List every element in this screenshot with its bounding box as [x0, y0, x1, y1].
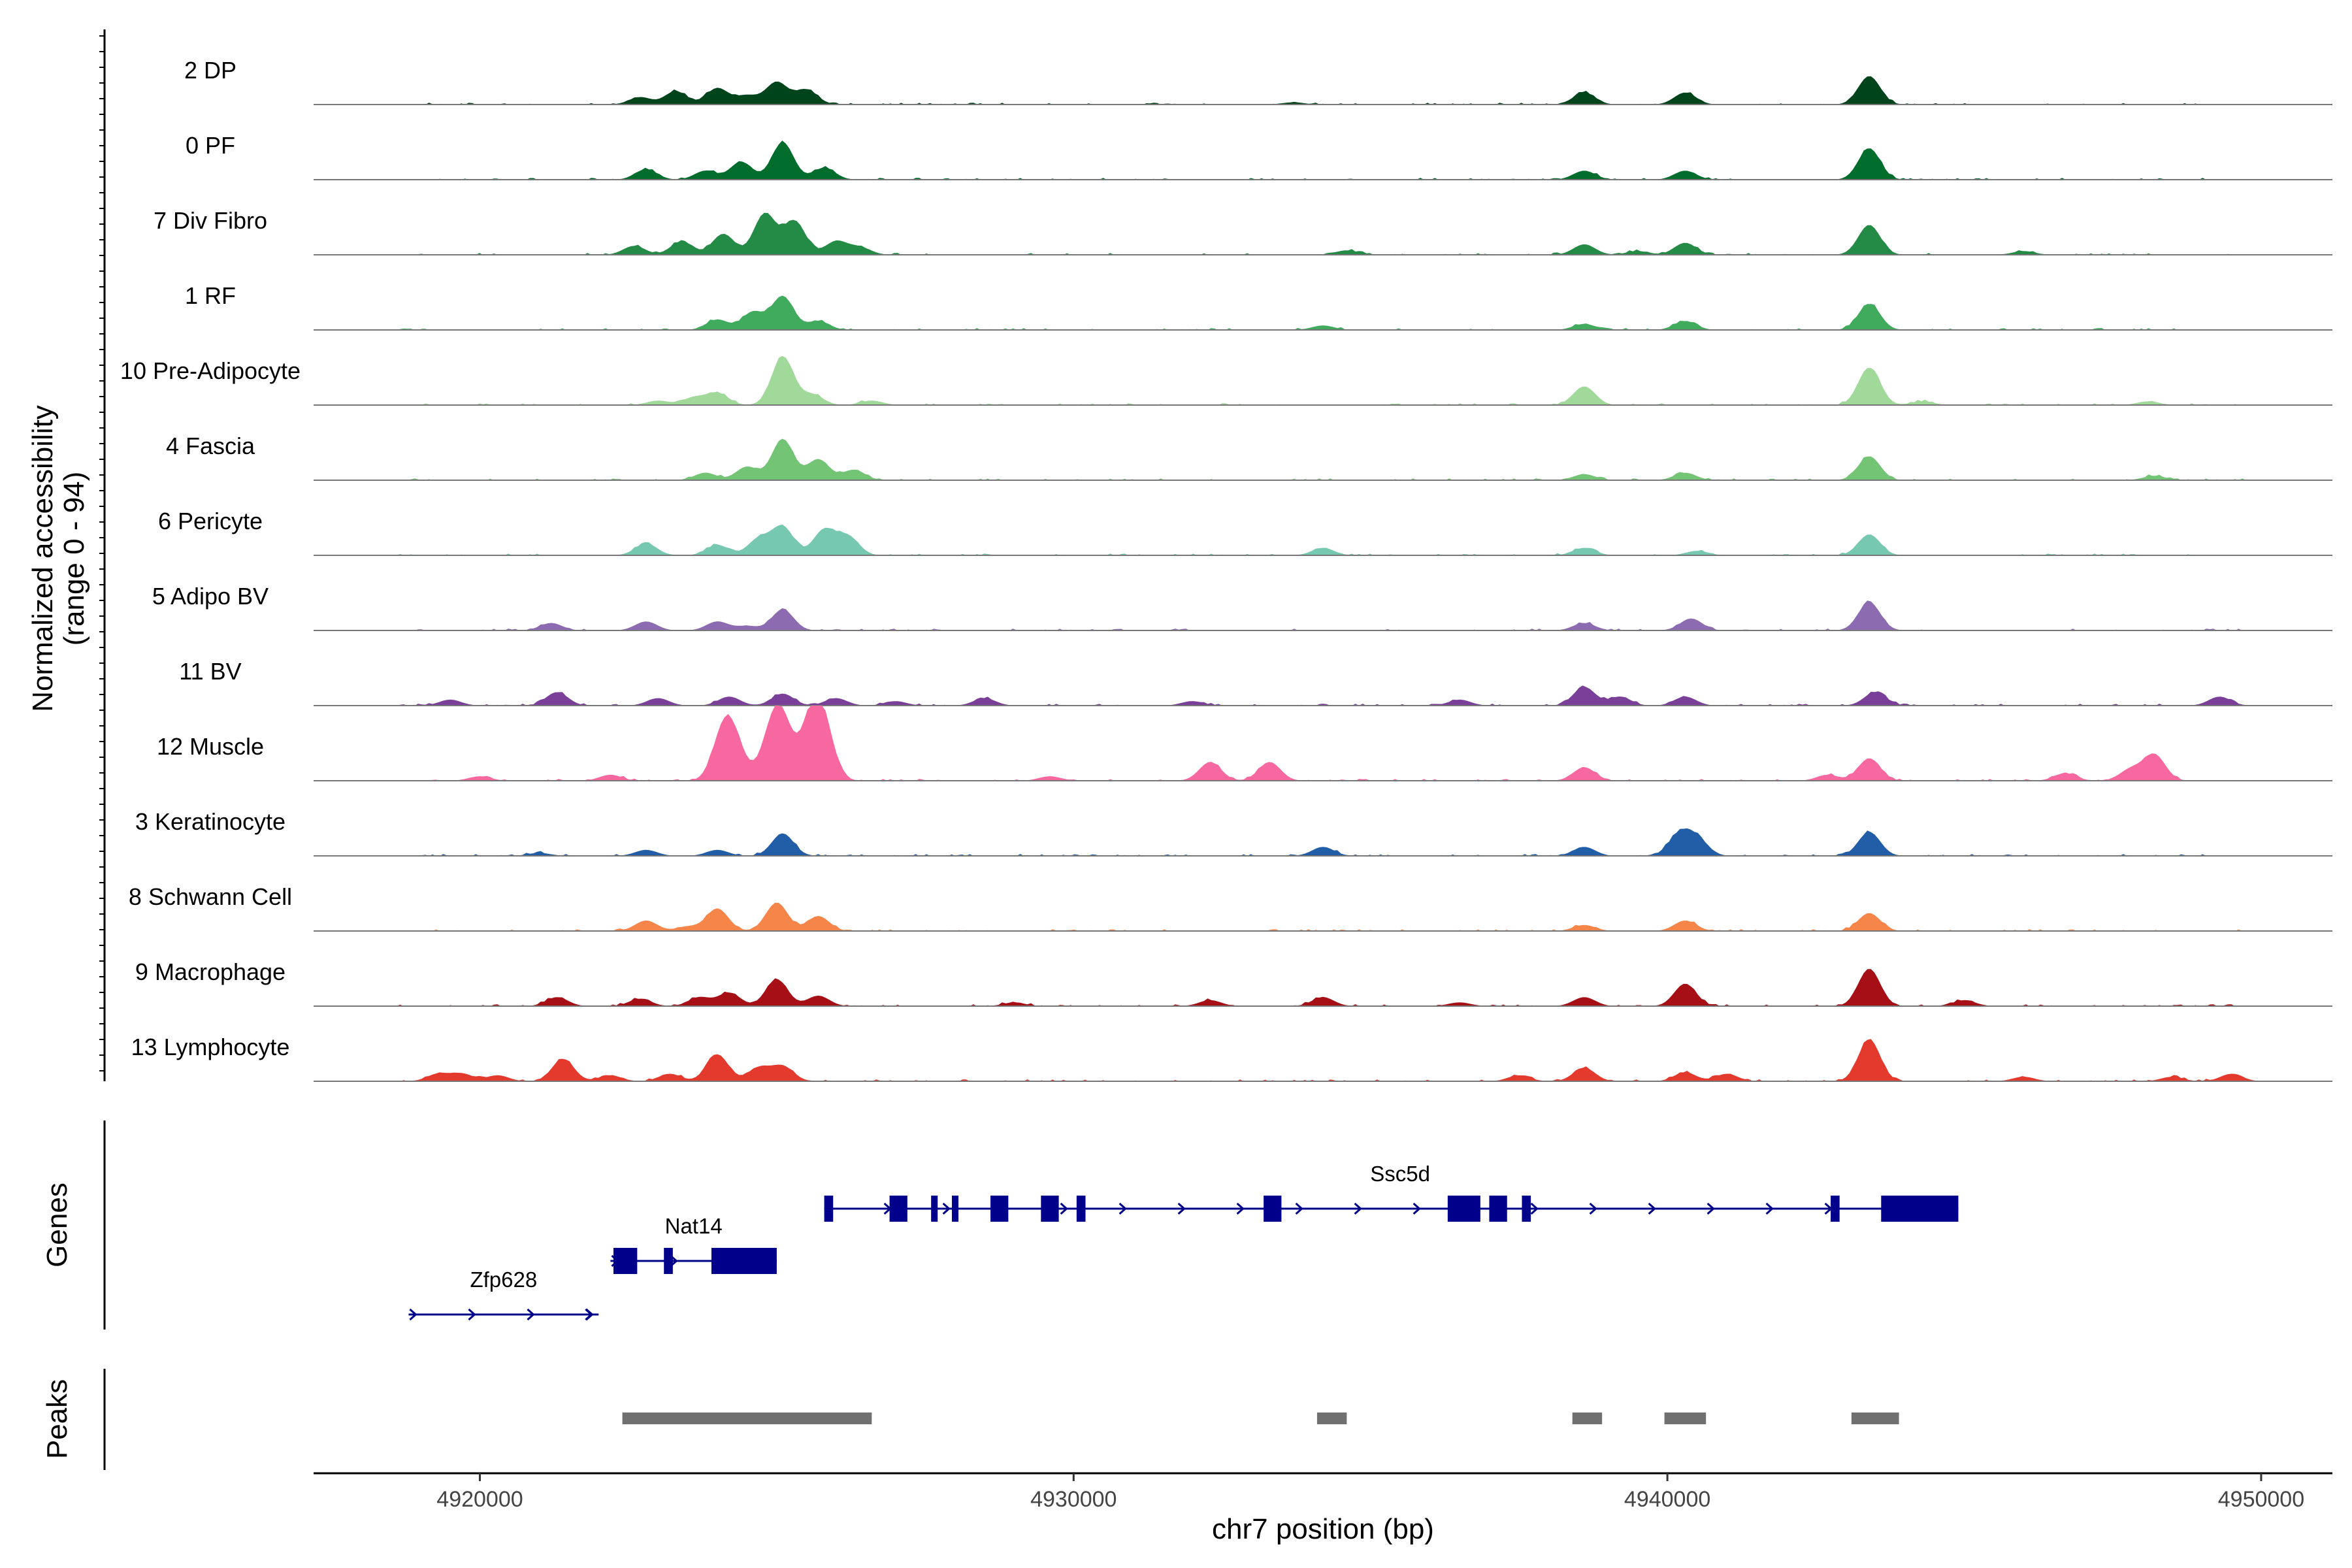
gene-exon	[613, 1248, 638, 1274]
strand-arrow	[527, 1308, 535, 1321]
gene-exon	[1881, 1196, 1959, 1222]
coverage-track: 8 Schwann Cell	[129, 883, 2332, 932]
coverage-track: 2 DP	[184, 57, 2332, 105]
track-label: 9 Macrophage	[135, 958, 286, 985]
x-axis-title: chr7 position (bp)	[1212, 1513, 1434, 1545]
track-label: 11 BV	[179, 658, 241, 685]
gene-exon	[1041, 1196, 1059, 1222]
track-label: 7 Div Fibro	[154, 207, 267, 234]
gene-exon	[990, 1196, 1009, 1222]
gene-model: Ssc5d	[824, 1162, 1959, 1222]
coverage-track: 1 RF	[185, 282, 2332, 331]
x-tick-label: 4940000	[1624, 1487, 1710, 1512]
coverage-track: 6 Pericyte	[158, 508, 2332, 556]
strand-arrow	[1707, 1202, 1715, 1215]
gene-exon	[1831, 1196, 1840, 1222]
coverage-track: 12 Muscle	[157, 706, 2332, 781]
genes-section-label: Genes	[41, 1183, 73, 1267]
coverage-area	[314, 438, 2332, 480]
gene-exon	[1522, 1196, 1531, 1222]
gene-exon	[931, 1196, 938, 1222]
track-label: 8 Schwann Cell	[129, 883, 292, 910]
peaks-section-label: Peaks	[41, 1379, 73, 1459]
strand-arrow	[1177, 1202, 1186, 1215]
coverage-area	[314, 828, 2332, 856]
track-label: 0 PF	[186, 132, 235, 159]
track-label: 10 Pre-Adipocyte	[120, 357, 301, 384]
strand-arrow	[409, 1308, 417, 1321]
strand-arrow	[1765, 1202, 1774, 1215]
coverage-track: 11 BV	[179, 658, 2332, 706]
strand-arrow	[1119, 1202, 1127, 1215]
coverage-track: 13 Lymphocyte	[131, 1034, 2332, 1082]
strand-arrow	[1413, 1202, 1421, 1215]
strand-arrow	[1295, 1202, 1303, 1215]
peak-region-bar	[1851, 1413, 1899, 1424]
strand-arrow	[1354, 1202, 1362, 1215]
coverage-y-axis-ticks	[99, 35, 105, 1071]
x-tick-label: 4920000	[436, 1487, 523, 1512]
gene-exon	[824, 1196, 834, 1222]
gene-annotation-track: Zfp628 Nat14 Ssc5d	[408, 1162, 1959, 1321]
gene-exon	[1489, 1196, 1507, 1222]
coverage-area	[314, 524, 2332, 555]
coverage-track: 10 Pre-Adipocyte	[120, 355, 2332, 406]
gene-name-label: Nat14	[665, 1214, 723, 1238]
track-label: 2 DP	[184, 57, 237, 84]
coverage-area	[314, 902, 2332, 931]
gene-name-label: Zfp628	[470, 1267, 537, 1292]
track-label: 5 Adipo BV	[152, 583, 269, 610]
strand-arrow	[942, 1202, 951, 1215]
track-label: 6 Pericyte	[158, 508, 263, 534]
coverage-track: 5 Adipo BV	[152, 583, 2332, 631]
coverage-area	[314, 140, 2332, 180]
track-label: 1 RF	[185, 282, 236, 309]
coverage-area	[314, 295, 2332, 330]
coverage-area	[314, 706, 2332, 781]
track-label: 3 Keratinocyte	[135, 808, 286, 835]
x-tick-label: 4950000	[2218, 1487, 2304, 1512]
peak-region-track	[622, 1413, 1899, 1424]
gene-exon	[1264, 1196, 1282, 1222]
strand-arrow	[1589, 1202, 1597, 1215]
strand-arrow	[1236, 1202, 1245, 1215]
strand-arrow	[1060, 1202, 1068, 1215]
gene-exon	[1447, 1196, 1480, 1222]
gene-exon	[711, 1248, 777, 1274]
track-label: 12 Muscle	[157, 733, 264, 760]
gene-exon	[664, 1248, 673, 1274]
strand-arrow	[1648, 1202, 1656, 1215]
track-label: 4 Fascia	[166, 433, 255, 459]
gene-exon	[1076, 1196, 1086, 1222]
coverage-track: 4 Fascia	[166, 433, 2332, 481]
gene-model: Nat14	[610, 1214, 777, 1274]
coverage-track: 9 Macrophage	[135, 958, 2332, 1007]
coverage-tracks: 2 DP 0 PF 7 Div Fibro 1 RF 10 Pre-Adipocyte 4…	[120, 57, 2332, 1082]
track-label: 13 Lymphocyte	[131, 1034, 290, 1060]
gene-name-label: Ssc5d	[1370, 1162, 1430, 1186]
gene-model: Zfp628	[408, 1267, 599, 1321]
strand-arrow	[585, 1308, 593, 1321]
coverage-track: 3 Keratinocyte	[135, 808, 2332, 857]
strand-arrow	[468, 1308, 476, 1321]
peak-region-bar	[622, 1413, 872, 1424]
x-tick-label: 4930000	[1030, 1487, 1117, 1512]
coverage-track: 0 PF	[186, 132, 2332, 180]
peak-region-bar	[1572, 1413, 1603, 1424]
gene-exon	[951, 1196, 958, 1222]
y-axis-subtitle: (range 0 - 94)	[58, 472, 90, 646]
x-axis-ticks: 4920000 4930000 4940000 4950000	[436, 1473, 2304, 1512]
coverage-area	[314, 969, 2332, 1006]
gene-exon	[889, 1196, 907, 1222]
peak-region-bar	[1316, 1413, 1347, 1424]
coverage-area	[314, 76, 2332, 105]
strand-arrow	[1530, 1202, 1539, 1215]
coverage-area	[314, 1039, 2332, 1081]
y-axis-title: Normalized accessibility	[27, 405, 59, 711]
coverage-track: 7 Div Fibro	[154, 207, 2332, 255]
peak-region-bar	[1664, 1413, 1707, 1424]
